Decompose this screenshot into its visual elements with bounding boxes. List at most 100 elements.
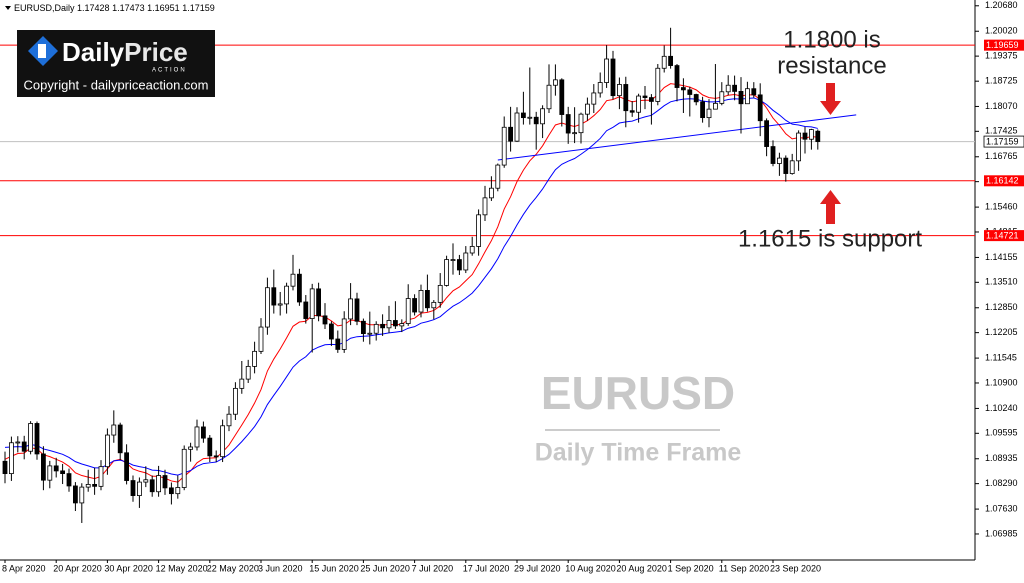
candle-body bbox=[815, 130, 821, 142]
x-tick-label: 23 Sep 2020 bbox=[770, 563, 821, 573]
candle-body bbox=[105, 434, 110, 468]
candle-body bbox=[565, 114, 571, 134]
y-tick-label: 1.12205 bbox=[985, 327, 1018, 337]
candle-body bbox=[732, 84, 737, 92]
candle-body bbox=[79, 486, 85, 504]
y-tick-label: 1.08935 bbox=[985, 453, 1018, 463]
level-price-box bbox=[984, 175, 1024, 187]
candle-body bbox=[136, 481, 142, 496]
candle-body bbox=[508, 126, 514, 142]
candle-body bbox=[713, 102, 718, 110]
candle-body bbox=[2, 460, 8, 475]
candle-body bbox=[649, 97, 654, 102]
candle-body bbox=[693, 94, 699, 103]
x-tick-label: 1 Sep 2020 bbox=[668, 563, 714, 573]
symbol-label: EURUSD,Daily bbox=[14, 3, 75, 13]
candle-body bbox=[335, 338, 341, 350]
candle-body bbox=[770, 146, 776, 164]
candle-body bbox=[572, 132, 577, 135]
watermark-symbol: EURUSD bbox=[541, 367, 735, 419]
candle-body bbox=[188, 446, 194, 450]
y-tick-label: 1.11545 bbox=[985, 352, 1017, 362]
support-arrow bbox=[820, 190, 841, 224]
candle-body bbox=[360, 320, 366, 335]
trendline bbox=[497, 114, 857, 161]
candle-body bbox=[386, 320, 392, 329]
x-tick-label: 3 Jun 2020 bbox=[258, 563, 303, 573]
x-tick-label: 8 Apr 2020 bbox=[2, 563, 46, 573]
candle-body bbox=[322, 315, 328, 325]
candle-body bbox=[124, 452, 129, 481]
current-price-box bbox=[983, 135, 1024, 148]
candle-body bbox=[245, 365, 251, 380]
y-tick-label: 1.07630 bbox=[985, 503, 1018, 513]
candle-body bbox=[232, 387, 238, 415]
plot-area bbox=[0, 27, 975, 523]
candle-body bbox=[156, 475, 162, 493]
candle-body bbox=[469, 246, 475, 254]
candle-body bbox=[213, 455, 219, 458]
candle-body bbox=[130, 480, 136, 496]
candle-body bbox=[405, 298, 411, 324]
header-low: 1.16951 bbox=[147, 3, 180, 13]
header-arrow bbox=[5, 6, 11, 10]
candle-body bbox=[47, 465, 53, 481]
candle-body bbox=[623, 84, 629, 112]
y-tick-label: 1.20680 bbox=[985, 0, 1018, 10]
candle-body bbox=[226, 413, 232, 427]
candle-body bbox=[597, 82, 603, 94]
candle-body bbox=[476, 214, 482, 247]
candle-body bbox=[424, 290, 430, 309]
x-tick-label: 20 Apr 2020 bbox=[53, 563, 102, 573]
candle-body bbox=[591, 92, 597, 105]
level-price-box bbox=[984, 230, 1024, 242]
logo: DailyPrice ACTION Copyright - dailyprice… bbox=[17, 30, 215, 97]
level-price-label: 1.19659 bbox=[986, 40, 1019, 50]
candle-body bbox=[700, 101, 705, 119]
candle-body bbox=[809, 129, 814, 140]
y-tick-label: 1.10240 bbox=[985, 403, 1018, 413]
candle-body bbox=[264, 287, 270, 328]
x-tick-label: 25 Jun 2020 bbox=[360, 563, 410, 573]
current-price-label: 1.17159 bbox=[986, 136, 1019, 146]
candle-body bbox=[309, 288, 315, 319]
x-tick-label: 12 May 2020 bbox=[156, 563, 208, 573]
candle-body bbox=[303, 301, 309, 319]
candle-body bbox=[514, 112, 520, 142]
level-price-label: 1.14721 bbox=[986, 230, 1019, 240]
candle-body bbox=[392, 320, 398, 327]
moving-average bbox=[4, 83, 818, 483]
candle-body bbox=[85, 484, 91, 488]
candle-body bbox=[271, 287, 277, 306]
candle-body bbox=[98, 466, 104, 487]
support-note: 1.1615 is support bbox=[738, 225, 922, 252]
candle-body bbox=[444, 259, 450, 286]
candle-body bbox=[354, 298, 360, 322]
candle-body bbox=[789, 160, 795, 174]
logo-price: Price bbox=[124, 37, 188, 67]
y-tick-label: 1.13510 bbox=[985, 277, 1018, 287]
candle-body bbox=[745, 88, 750, 105]
candle-body bbox=[521, 112, 526, 119]
candle-body bbox=[578, 113, 584, 134]
candle-body bbox=[316, 288, 322, 317]
candle-body bbox=[757, 94, 763, 122]
candle-body bbox=[719, 91, 725, 104]
logo-copyright: Copyright - dailypriceaction.com bbox=[24, 77, 209, 92]
candle-body bbox=[706, 108, 712, 119]
x-tick-label: 15 Jun 2020 bbox=[309, 563, 359, 573]
candle-body bbox=[53, 465, 59, 472]
candle-body bbox=[341, 318, 347, 350]
candle-body bbox=[546, 84, 552, 110]
candle-body bbox=[437, 284, 443, 303]
candle-body bbox=[738, 91, 744, 105]
candle-body bbox=[604, 58, 609, 83]
x-tick-label: 11 Sep 2020 bbox=[719, 563, 769, 573]
candle-body bbox=[629, 110, 635, 113]
logo-icon-mark bbox=[38, 44, 46, 58]
candle-body bbox=[796, 132, 801, 162]
y-tick-label: 1.08290 bbox=[985, 478, 1018, 488]
candle-body bbox=[143, 479, 149, 483]
